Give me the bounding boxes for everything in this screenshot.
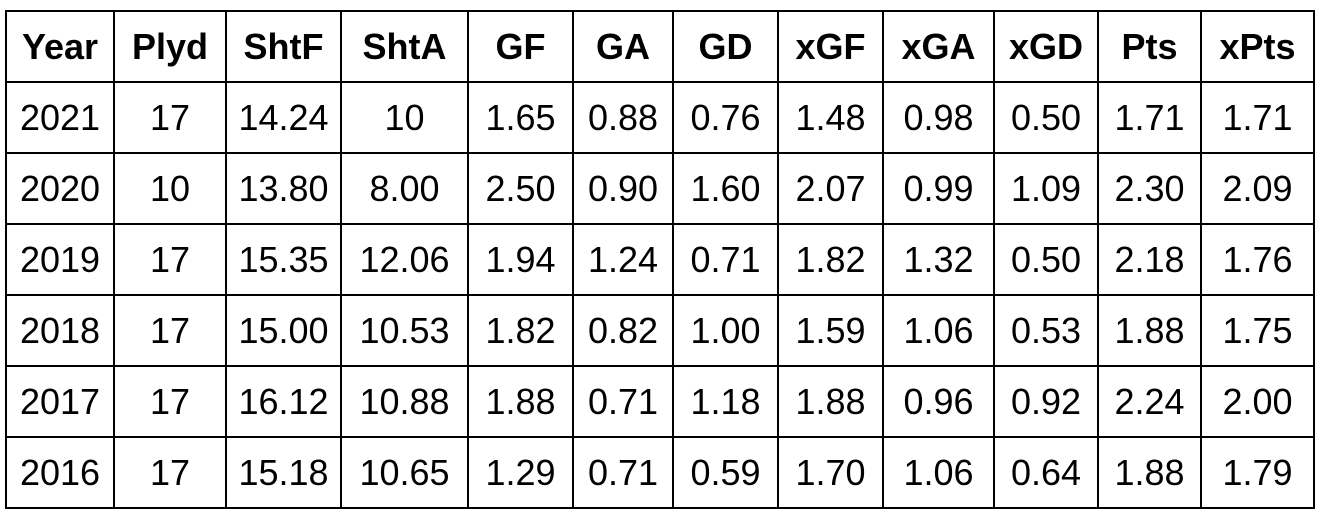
table-cell: 1.09 [993,152,1099,225]
table-cell: 1.71 [1097,81,1202,154]
table-cell: 1.71 [1200,81,1315,154]
table-cell: 1.29 [467,436,574,509]
table-cell: 1.82 [777,223,884,296]
table-cell: 0.71 [572,436,674,509]
table-cell: 2.00 [1200,365,1315,438]
table-cell: 17 [113,365,227,438]
table-row: 2018 17 15.00 10.53 1.82 0.82 1.00 1.59 1.06 0.53… [5,294,1315,367]
table-cell: 1.79 [1200,436,1315,509]
table-cell: 2019 [5,223,115,296]
header-cell: GF [467,10,574,83]
table-cell: 1.32 [882,223,995,296]
table-cell: 0.96 [882,365,995,438]
table-cell: 2021 [5,81,115,154]
table-cell: 0.50 [993,81,1099,154]
table-cell: 1.88 [777,365,884,438]
table-cell: 1.00 [672,294,779,367]
table-cell: 1.06 [882,436,995,509]
header-cell: GD [672,10,779,83]
header-cell: Plyd [113,10,227,83]
table-cell: 1.88 [1097,294,1202,367]
table-cell: 1.59 [777,294,884,367]
header-cell: xPts [1200,10,1315,83]
table-cell: 2016 [5,436,115,509]
header-cell: Year [5,10,115,83]
table-cell: 0.59 [672,436,779,509]
table-cell: 1.82 [467,294,574,367]
table-cell: 0.53 [993,294,1099,367]
header-cell: ShtF [225,10,342,83]
table-row: 2020 10 13.80 8.00 2.50 0.90 1.60 2.07 0.99 1.09 2… [5,152,1315,225]
table-cell: 2.18 [1097,223,1202,296]
table-cell: 1.18 [672,365,779,438]
header-cell: xGF [777,10,884,83]
table-cell: 10 [113,152,227,225]
table-row: 2021 17 14.24 10 1.65 0.88 0.76 1.48 0.98 0.50 1.7… [5,81,1315,154]
table-cell: 12.06 [340,223,469,296]
table-row: 2016 17 15.18 10.65 1.29 0.71 0.59 1.70 1.06 0.64… [5,436,1315,509]
header-cell: GA [572,10,674,83]
table-cell: 15.35 [225,223,342,296]
table-cell: 1.75 [1200,294,1315,367]
header-cell: ShtA [340,10,469,83]
table-cell: 1.24 [572,223,674,296]
header-cell: xGD [993,10,1099,83]
stats-table: Year Plyd ShtF ShtA GF GA GD xGF xGA xGD Pts xPts 2… [5,10,1315,509]
table-cell: 0.99 [882,152,995,225]
table-cell: 15.00 [225,294,342,367]
table-cell: 2.24 [1097,365,1202,438]
header-cell: xGA [882,10,995,83]
table-cell: 1.60 [672,152,779,225]
table-cell: 16.12 [225,365,342,438]
header-row: Year Plyd ShtF ShtA GF GA GD xGF xGA xGD Pts xPts [5,10,1315,83]
table-cell: 1.76 [1200,223,1315,296]
table-header: Year Plyd ShtF ShtA GF GA GD xGF xGA xGD Pts xPts [5,10,1315,83]
table-cell: 15.18 [225,436,342,509]
table-cell: 2.30 [1097,152,1202,225]
table-cell: 17 [113,81,227,154]
table-cell: 0.64 [993,436,1099,509]
table-cell: 0.50 [993,223,1099,296]
table-cell: 2.07 [777,152,884,225]
table-row: 2019 17 15.35 12.06 1.94 1.24 0.71 1.82 1.32 0.50… [5,223,1315,296]
table-cell: 0.98 [882,81,995,154]
table-cell: 0.71 [572,365,674,438]
table-cell: 10.88 [340,365,469,438]
table-cell: 2.09 [1200,152,1315,225]
table-cell: 17 [113,294,227,367]
table-cell: 0.82 [572,294,674,367]
table-cell: 2.50 [467,152,574,225]
table-row: 2017 17 16.12 10.88 1.88 0.71 1.18 1.88 0.96 0.92… [5,365,1315,438]
table-cell: 0.90 [572,152,674,225]
table-cell: 1.88 [467,365,574,438]
table-cell: 1.94 [467,223,574,296]
table-cell: 0.76 [672,81,779,154]
table-cell: 10.65 [340,436,469,509]
table-cell: 1.48 [777,81,884,154]
table-cell: 17 [113,223,227,296]
table-cell: 2018 [5,294,115,367]
table-cell: 1.65 [467,81,574,154]
table-cell: 0.92 [993,365,1099,438]
table-cell: 0.71 [672,223,779,296]
table-cell: 13.80 [225,152,342,225]
table-cell: 0.88 [572,81,674,154]
table-body: 2021 17 14.24 10 1.65 0.88 0.76 1.48 0.98 0.50 1.7… [5,81,1315,509]
header-cell: Pts [1097,10,1202,83]
table-cell: 2017 [5,365,115,438]
table-cell: 1.06 [882,294,995,367]
table-cell: 17 [113,436,227,509]
table-cell: 10 [340,81,469,154]
table-cell: 8.00 [340,152,469,225]
table-cell: 10.53 [340,294,469,367]
table-cell: 1.88 [1097,436,1202,509]
table-cell: 1.70 [777,436,884,509]
table-cell: 2020 [5,152,115,225]
table-cell: 14.24 [225,81,342,154]
